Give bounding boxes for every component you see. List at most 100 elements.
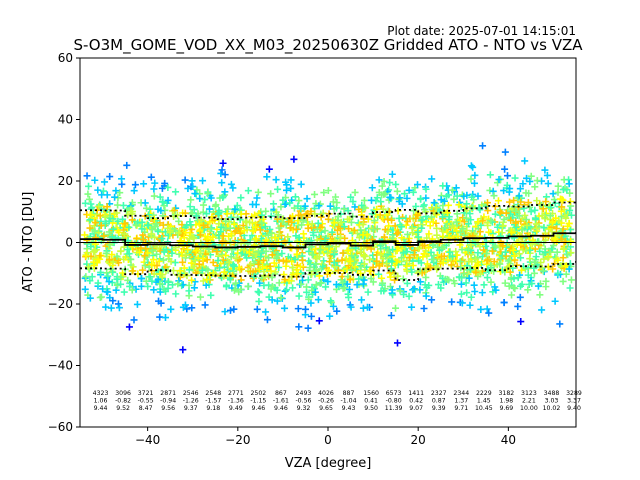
data-point xyxy=(289,284,297,292)
data-point xyxy=(164,196,172,204)
data-point xyxy=(83,172,91,180)
data-point xyxy=(384,207,392,215)
bin-label: 9.56 xyxy=(161,405,175,412)
data-point xyxy=(463,226,471,234)
data-point xyxy=(409,188,417,196)
x-tick-label: 0 xyxy=(324,433,332,447)
data-point xyxy=(548,228,556,236)
data-point xyxy=(448,298,456,306)
data-point xyxy=(377,251,385,259)
data-point xyxy=(304,276,312,284)
data-point xyxy=(524,286,532,294)
data-point xyxy=(486,171,494,179)
data-point xyxy=(348,252,356,260)
data-point xyxy=(237,194,245,202)
data-point xyxy=(329,302,337,310)
data-point xyxy=(549,265,557,273)
data-point xyxy=(91,176,99,184)
data-point xyxy=(302,305,310,313)
data-point xyxy=(458,299,466,307)
data-point xyxy=(330,219,338,227)
data-point xyxy=(141,252,149,260)
data-point xyxy=(174,280,182,288)
data-point xyxy=(344,207,352,215)
data-point xyxy=(128,286,136,294)
data-point xyxy=(457,264,465,272)
y-axis-label: ATO - NTO [DU] xyxy=(21,192,36,293)
data-point xyxy=(221,308,229,316)
data-point xyxy=(512,207,520,215)
data-point xyxy=(130,316,138,324)
data-point xyxy=(470,179,478,187)
data-point xyxy=(299,216,307,224)
data-point xyxy=(156,280,164,288)
data-point xyxy=(515,192,523,200)
data-point xyxy=(243,254,251,262)
data-point xyxy=(249,200,257,208)
data-point xyxy=(295,323,303,331)
data-point xyxy=(246,218,254,226)
bin-label: 9.50 xyxy=(364,405,378,412)
data-point xyxy=(560,245,568,253)
data-point xyxy=(370,226,378,234)
data-point xyxy=(180,234,188,242)
data-point xyxy=(513,261,521,269)
data-point xyxy=(281,237,289,245)
data-point xyxy=(496,208,504,216)
data-point xyxy=(170,206,178,214)
data-point xyxy=(94,279,102,287)
data-point xyxy=(487,278,495,286)
data-point xyxy=(471,171,479,179)
data-point xyxy=(114,217,122,225)
data-point xyxy=(81,231,89,239)
y-tick-label: 40 xyxy=(58,113,73,127)
data-point xyxy=(532,253,540,261)
data-point xyxy=(500,298,508,306)
data-point xyxy=(409,262,417,270)
data-point xyxy=(206,218,214,226)
data-point xyxy=(142,204,150,212)
data-point xyxy=(466,301,474,309)
data-point xyxy=(566,189,574,197)
data-point xyxy=(132,221,140,229)
data-point xyxy=(120,226,128,234)
data-point xyxy=(262,247,270,255)
data-point xyxy=(166,227,174,235)
data-point xyxy=(150,286,158,294)
data-point xyxy=(387,265,395,273)
data-point xyxy=(514,302,522,310)
data-point xyxy=(444,256,452,264)
data-point xyxy=(101,213,109,221)
data-point xyxy=(367,196,375,204)
data-point xyxy=(311,210,319,218)
bin-label: 9.43 xyxy=(342,405,356,412)
data-point xyxy=(200,221,208,229)
data-point xyxy=(381,226,389,234)
data-point xyxy=(175,277,183,285)
data-point xyxy=(405,292,413,300)
data-point xyxy=(549,218,557,226)
bin-label: -0.26 xyxy=(318,398,334,405)
data-point xyxy=(307,299,315,307)
data-point xyxy=(308,251,316,259)
data-point xyxy=(484,221,492,229)
data-point xyxy=(453,192,461,200)
data-point xyxy=(412,202,420,210)
data-point xyxy=(189,183,197,191)
data-point xyxy=(414,233,422,241)
bin-label: 3.03 xyxy=(545,398,559,405)
data-point xyxy=(207,225,215,233)
data-point xyxy=(317,239,325,247)
data-point xyxy=(444,209,452,217)
bin-label: 9.44 xyxy=(94,405,108,412)
data-point xyxy=(199,208,207,216)
data-point xyxy=(248,213,256,221)
data-point xyxy=(432,200,440,208)
data-point xyxy=(97,268,105,276)
data-point xyxy=(430,255,438,263)
data-point xyxy=(304,224,312,232)
data-point xyxy=(269,200,277,208)
data-point xyxy=(95,202,103,210)
data-point xyxy=(407,265,415,273)
data-point xyxy=(312,281,320,289)
